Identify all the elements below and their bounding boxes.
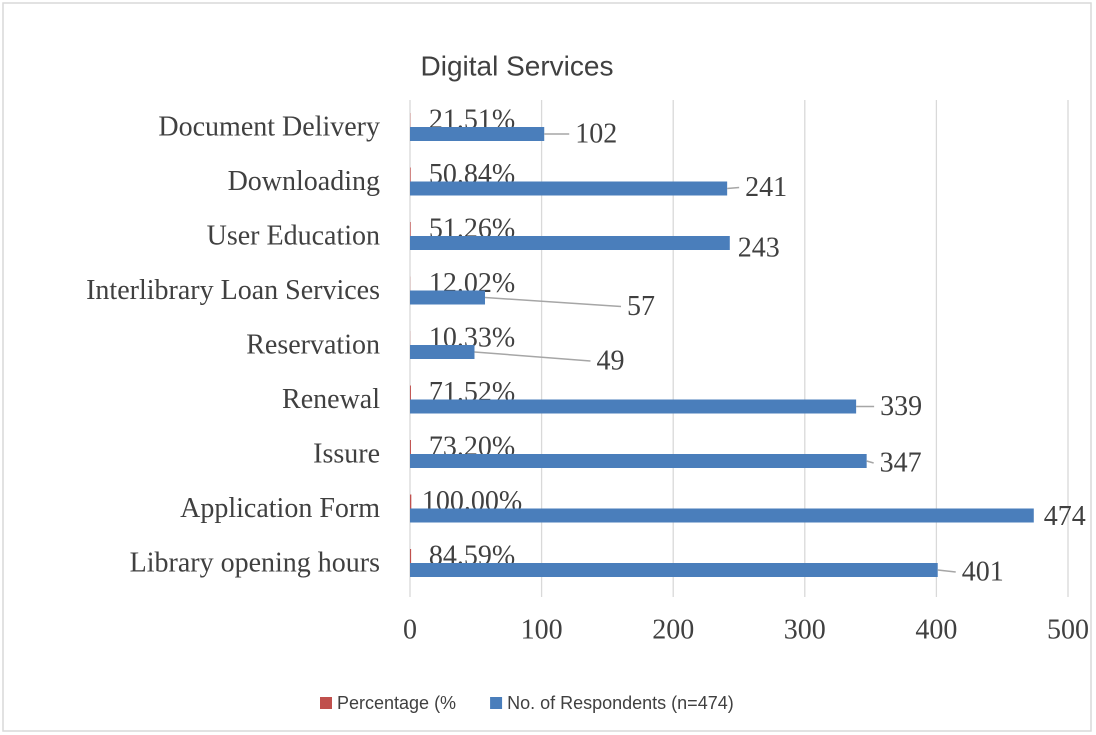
bar [410,127,545,141]
y-tick-label: Interlibrary Loan Services [86,275,380,306]
data-label: 339 [880,391,922,422]
legend-label: Percentage (% [337,693,456,713]
y-tick-label: Document Delivery [158,111,380,142]
data-label: 57 [627,291,655,322]
x-tick-label: 400 [915,614,957,645]
legend-label: No. of Respondents (n=474) [507,693,734,713]
bar [410,440,411,454]
data-label: 347 [880,447,922,478]
data-label: 401 [962,556,1004,587]
data-label: 474 [1044,501,1086,532]
bar [410,290,486,305]
leader-line [727,186,740,190]
leader-line [866,460,874,464]
bar [410,385,411,400]
y-tick-label: Renewal [282,384,380,415]
bar [410,508,1034,523]
x-tick-label: 200 [652,614,694,645]
bar [410,454,867,468]
bar [410,399,857,414]
bar [410,494,412,509]
y-tick-label: Issure [313,438,380,469]
bar [410,345,475,359]
y-tick-label: Application Form [180,493,380,524]
data-label: 241 [745,172,787,203]
legend-swatch [490,697,503,709]
x-tick-label: 500 [1047,614,1089,645]
legend-swatch [320,697,332,709]
bar [410,236,730,250]
bar [410,167,411,182]
chart-title: Digital Services [421,50,614,81]
x-tick-label: 300 [784,614,826,645]
bar [410,181,728,196]
leader-line [937,569,956,573]
y-tick-label: User Education [207,220,380,251]
data-label: 102 [575,118,617,149]
x-tick-label: 0 [403,614,417,645]
x-tick-label: 100 [521,614,563,645]
leader-line [474,351,591,362]
y-tick-label: Downloading [228,166,380,197]
data-label: 49 [596,345,624,376]
data-label: 243 [738,232,780,263]
y-tick-label: Reservation [246,329,380,360]
bar [410,549,412,563]
bar [410,563,938,577]
leader-line [484,296,622,308]
y-tick-label: Library opening hours [130,547,380,578]
bar [410,222,411,236]
